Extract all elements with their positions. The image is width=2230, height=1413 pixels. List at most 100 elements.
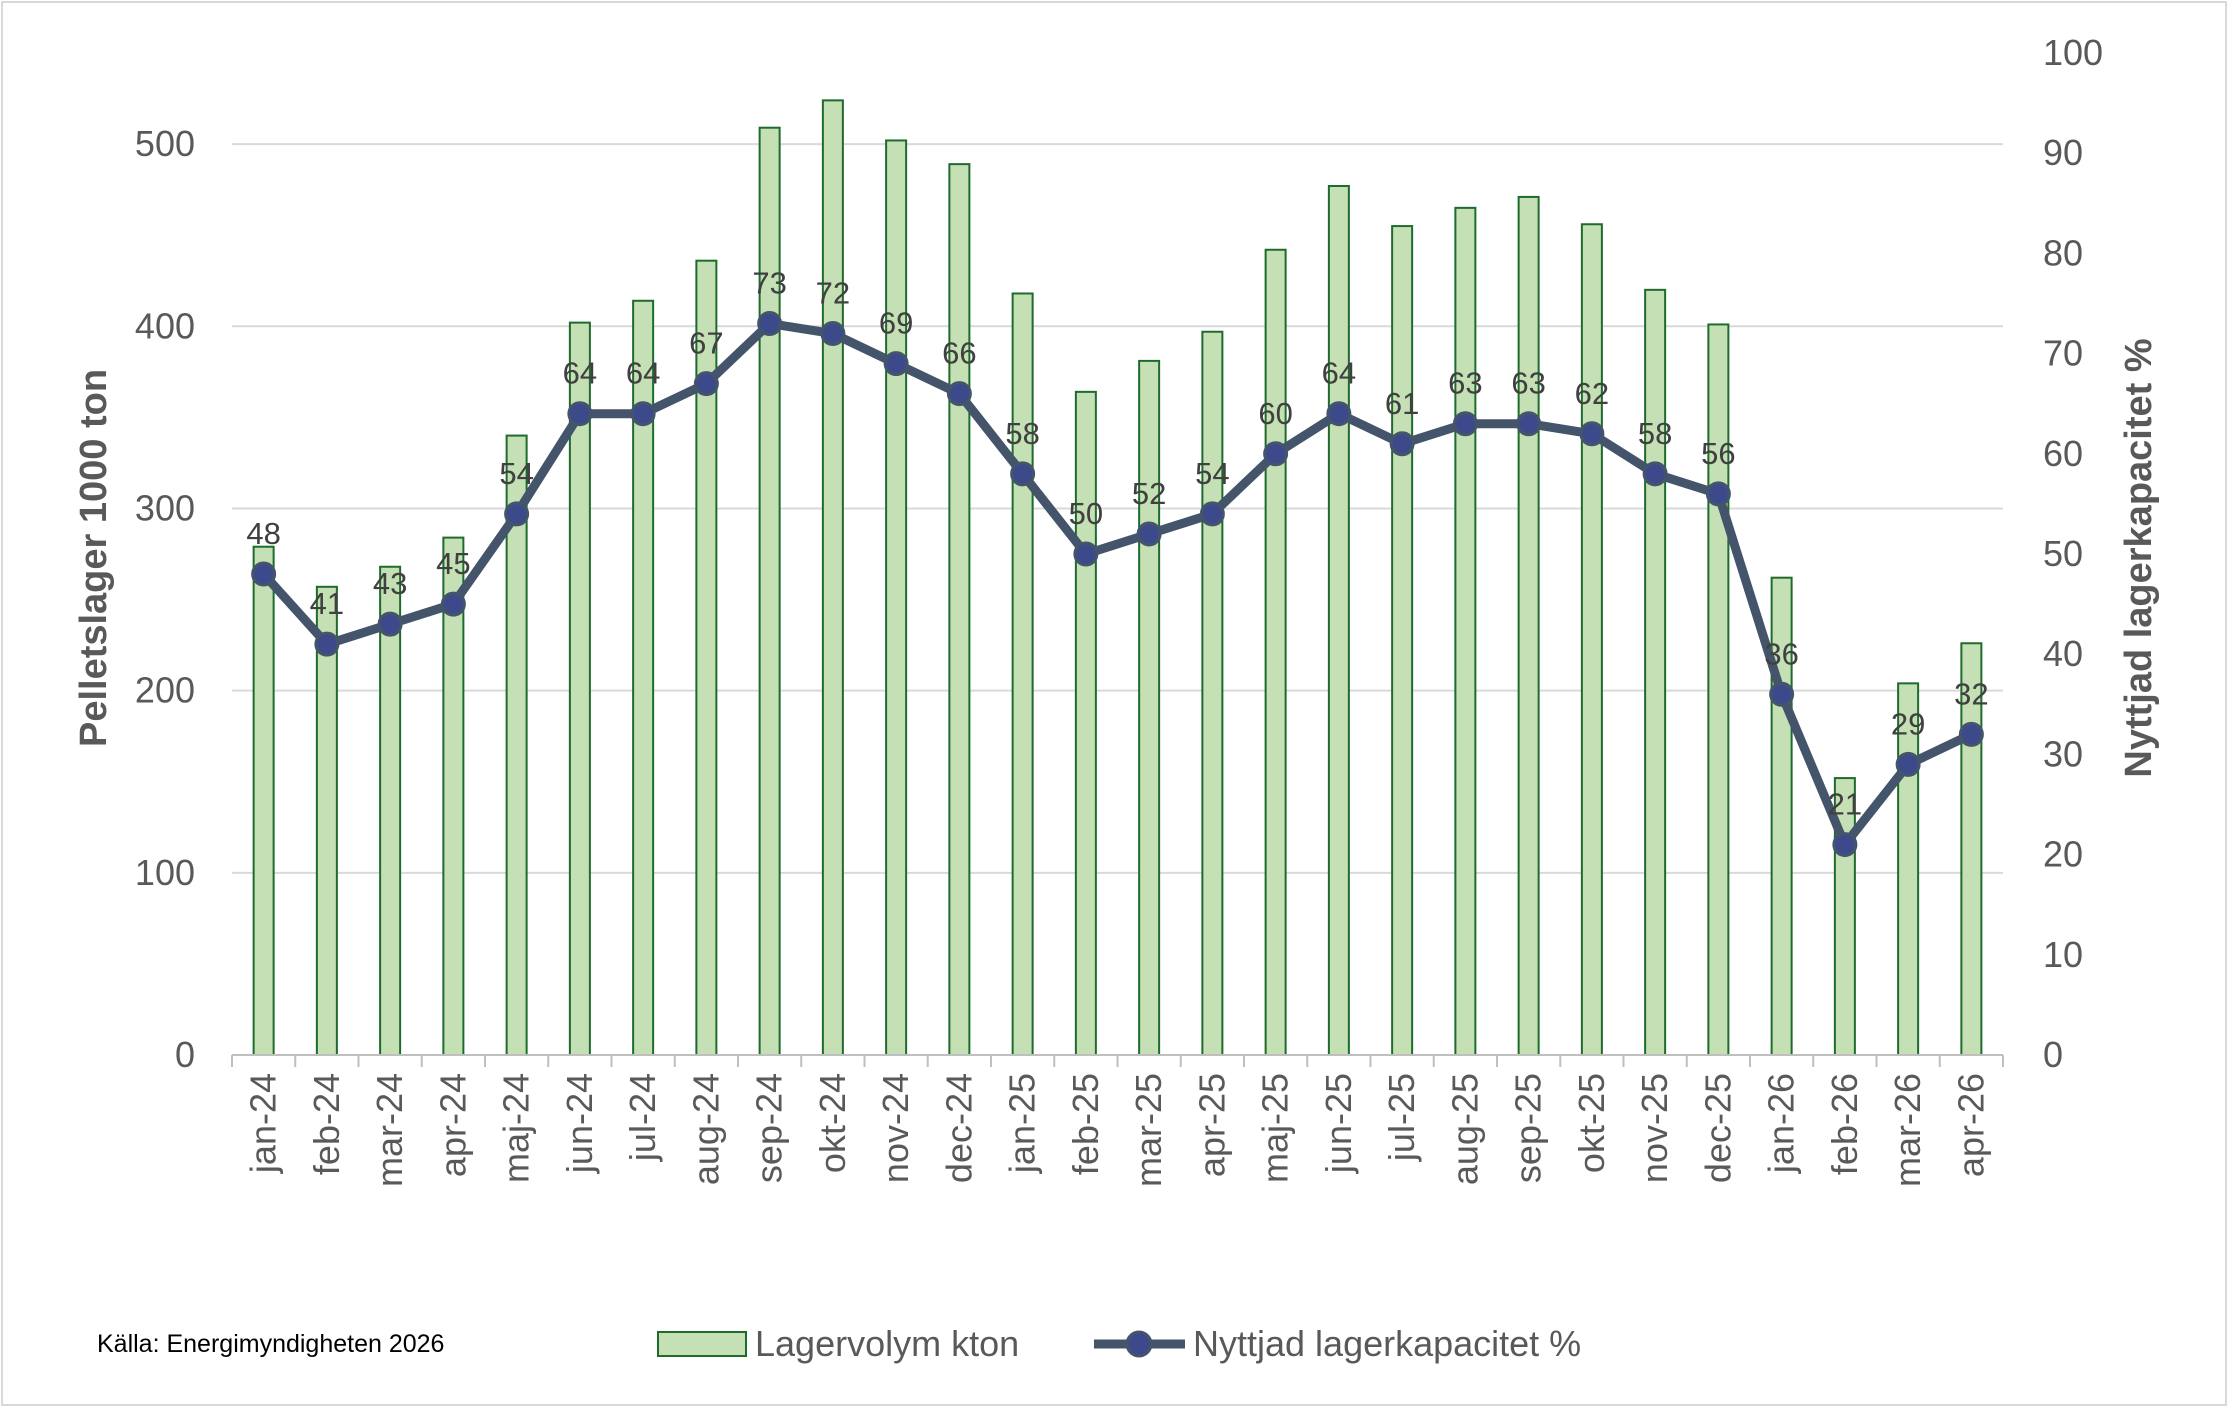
y-left-tick-label: 300 bbox=[135, 487, 195, 528]
line-marker-sep-25 bbox=[1516, 411, 1542, 437]
data-label-feb-26: 21 bbox=[1828, 787, 1862, 822]
data-label-feb-24: 41 bbox=[310, 586, 344, 621]
x-tick-label: jul-24 bbox=[622, 1073, 663, 1162]
x-tick-label: dec-25 bbox=[1697, 1073, 1738, 1183]
y-left-tick-label: 100 bbox=[135, 852, 195, 893]
line-marker-jan-24 bbox=[251, 561, 277, 587]
y-left-tick-label: 0 bbox=[175, 1034, 195, 1075]
line-marker-jan-25 bbox=[1010, 461, 1036, 487]
data-label-okt-24: 72 bbox=[816, 276, 850, 311]
line-marker-feb-24 bbox=[314, 631, 340, 657]
bar-sep-25 bbox=[1517, 195, 1540, 1056]
y-right-tick-label: 30 bbox=[2043, 733, 2083, 774]
x-tick-label: aug-25 bbox=[1444, 1073, 1485, 1185]
x-tick-label: feb-24 bbox=[306, 1073, 347, 1175]
x-tick-label: sep-25 bbox=[1508, 1073, 1549, 1183]
bar-dec-25 bbox=[1707, 323, 1730, 1056]
bar-nov-24 bbox=[885, 139, 908, 1056]
x-tick-label: apr-25 bbox=[1191, 1073, 1232, 1177]
bar-jul-25 bbox=[1391, 225, 1414, 1056]
line-marker-aug-25 bbox=[1452, 411, 1478, 437]
x-tick-label: apr-26 bbox=[1950, 1073, 1991, 1177]
y-right-tick-label: 10 bbox=[2043, 934, 2083, 975]
legend-label-bar: Lagervolym kton bbox=[755, 1323, 1019, 1364]
bar-feb-25 bbox=[1074, 390, 1097, 1057]
line-marker-feb-25 bbox=[1073, 541, 1099, 567]
data-label-aug-25: 63 bbox=[1448, 366, 1482, 401]
bar-mar-25 bbox=[1138, 359, 1161, 1056]
bar-dec-24 bbox=[948, 163, 971, 1056]
line-marker-jun-24 bbox=[567, 401, 593, 427]
x-tick-label: jun-24 bbox=[559, 1073, 600, 1174]
data-label-maj-25: 60 bbox=[1258, 396, 1292, 431]
x-axis: jan-24 feb-24 mar-24 apr-24 maj-24 jun-24 jul-… bbox=[231, 1054, 2004, 1187]
x-tick-label: jan-25 bbox=[1002, 1073, 1043, 1174]
line-marker-jan-26 bbox=[1769, 681, 1795, 707]
line-marker-aug-24 bbox=[693, 371, 719, 397]
data-label-dec-25: 56 bbox=[1701, 436, 1735, 471]
data-label-maj-24: 54 bbox=[499, 456, 533, 491]
gridlines bbox=[232, 143, 2003, 874]
y-right-tick-label: 90 bbox=[2043, 132, 2083, 173]
x-tick-label: apr-24 bbox=[432, 1073, 473, 1177]
data-label-okt-25: 62 bbox=[1575, 376, 1609, 411]
bar-aug-25 bbox=[1454, 206, 1477, 1056]
y-right-tick-label: 0 bbox=[2043, 1034, 2063, 1075]
x-tick-label: okt-24 bbox=[812, 1073, 853, 1173]
source-note: Källa: Energimyndigheten 2026 bbox=[97, 1330, 444, 1358]
x-tick-label: feb-26 bbox=[1824, 1073, 1865, 1175]
x-tick-label: mar-26 bbox=[1887, 1073, 1928, 1187]
y-axis-left: 0 100 200 300 400 500 bbox=[135, 123, 195, 1075]
y-right-tick-label: 60 bbox=[2043, 433, 2083, 474]
x-tick-label: sep-24 bbox=[749, 1073, 790, 1183]
y-right-tick-label: 20 bbox=[2043, 834, 2083, 875]
data-label-mar-26: 29 bbox=[1891, 706, 1925, 741]
x-tick-label: maj-24 bbox=[496, 1073, 537, 1183]
line-marker-apr-25 bbox=[1199, 501, 1225, 527]
x-tick-label: maj-25 bbox=[1255, 1073, 1296, 1183]
x-tick-label: okt-25 bbox=[1571, 1073, 1612, 1173]
line-marker-feb-26 bbox=[1832, 832, 1858, 858]
x-tick-label: nov-24 bbox=[875, 1073, 916, 1183]
data-labels: 48 41 43 45 54 64 64 67 73 72 69 66 58 50 52 54 60 64 61 63… bbox=[246, 266, 1988, 822]
data-label-apr-25: 54 bbox=[1195, 456, 1229, 491]
y-right-tick-label: 100 bbox=[2043, 32, 2103, 73]
legend-label-line: Nyttjad lagerkapacitet % bbox=[1193, 1323, 1581, 1364]
legend-swatch-marker bbox=[1125, 1330, 1153, 1358]
y-right-tick-label: 50 bbox=[2043, 533, 2083, 574]
y-left-tick-label: 500 bbox=[135, 123, 195, 164]
bar-okt-25 bbox=[1580, 223, 1603, 1056]
line-marker-dec-25 bbox=[1705, 481, 1731, 507]
combo-chart: jan-24 feb-24 mar-24 apr-24 maj-24 jun-24 jul-… bbox=[73, 32, 2160, 1364]
line-marker-okt-24 bbox=[820, 321, 846, 347]
data-label-sep-24: 73 bbox=[752, 266, 786, 301]
bar-feb-24 bbox=[315, 585, 338, 1056]
x-tick-label: nov-25 bbox=[1634, 1073, 1675, 1183]
bar-jan-24 bbox=[252, 545, 275, 1056]
bar-okt-24 bbox=[821, 99, 844, 1057]
data-label-mar-24: 43 bbox=[373, 566, 407, 601]
data-label-dec-24: 66 bbox=[942, 336, 976, 371]
data-label-apr-24: 45 bbox=[436, 546, 470, 581]
x-tick-label: aug-24 bbox=[685, 1073, 726, 1185]
x-tick-label: jan-24 bbox=[243, 1073, 284, 1174]
line-marker-mar-25 bbox=[1136, 521, 1162, 547]
x-tick-label: jan-26 bbox=[1761, 1073, 1802, 1174]
series-line bbox=[259, 319, 1976, 850]
line-series-nyttjad-lagerkapacitet bbox=[251, 311, 1984, 858]
x-tick-label: mar-25 bbox=[1128, 1073, 1169, 1187]
line-marker-apr-26 bbox=[1958, 721, 1984, 747]
line-marker-jun-25 bbox=[1326, 401, 1352, 427]
line-marker-nov-24 bbox=[883, 351, 909, 377]
y-right-tick-label: 40 bbox=[2043, 633, 2083, 674]
bar-mar-24 bbox=[379, 565, 402, 1057]
y-axis-right-title: Nyttjad lagerkapacitet % bbox=[2118, 338, 2160, 777]
data-label-jan-25: 58 bbox=[1005, 416, 1039, 451]
bar-series-lagervolym bbox=[252, 99, 1983, 1057]
line-marker-sep-24 bbox=[757, 311, 783, 337]
data-label-feb-25: 50 bbox=[1069, 496, 1103, 531]
bar-jun-25 bbox=[1327, 184, 1350, 1056]
data-label-apr-26: 32 bbox=[1954, 676, 1988, 711]
bar-nov-25 bbox=[1644, 288, 1667, 1056]
